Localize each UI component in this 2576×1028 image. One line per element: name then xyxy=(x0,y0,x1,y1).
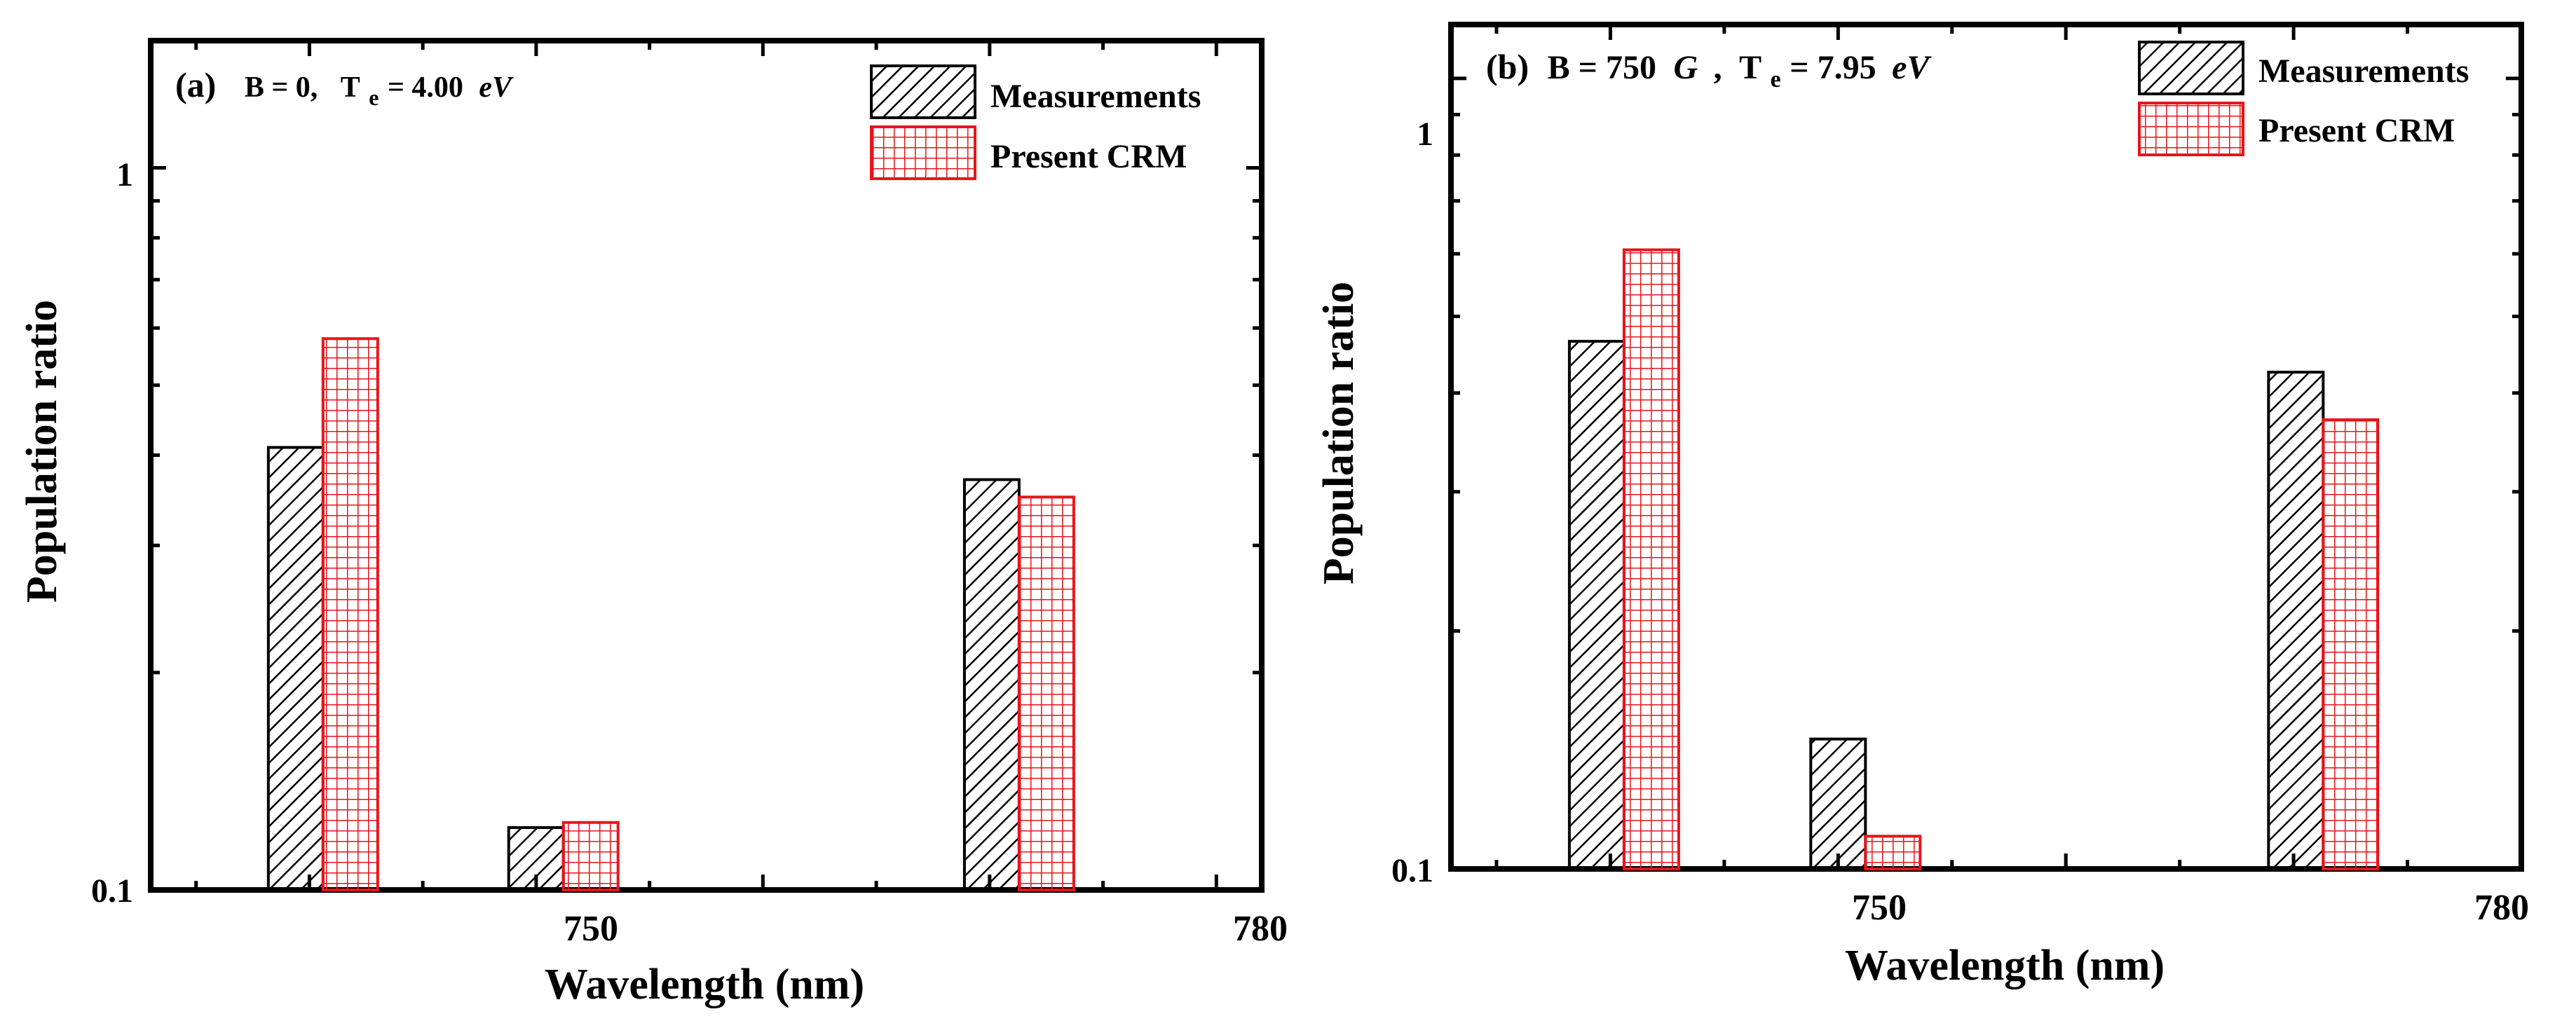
y-tick-label-1: 1 xyxy=(1417,116,1433,153)
ticks-a xyxy=(151,41,1262,892)
bar-crm-1 xyxy=(561,821,620,892)
temperature-subscript: e xyxy=(369,85,379,110)
y-tick-label-1: 1 xyxy=(116,156,133,193)
x-tick-label-780: 780 xyxy=(1233,909,1288,949)
temperature-unit: eV xyxy=(1892,49,1932,86)
field-value: B = 0, xyxy=(245,71,318,104)
legend-label-measurements: Measurements xyxy=(2258,53,2469,90)
ticks-b xyxy=(1451,25,2523,871)
bar-measurement-0 xyxy=(1567,340,1626,870)
bar-crm-0 xyxy=(1622,248,1680,871)
y-axis-label: Population ratio xyxy=(18,300,66,603)
y-tick-label-0.1: 0.1 xyxy=(1391,852,1433,889)
field-unit: G xyxy=(1673,49,1698,86)
panel-title: (a) B = 0, T e = 4.00 eV xyxy=(175,65,514,113)
plot-frame xyxy=(1448,22,2524,872)
bar-measurement-1 xyxy=(1809,737,1867,870)
panel-a: 1 0.1 750 780 Wavelength (nm) Population… xyxy=(18,38,1288,1008)
x-tick-label-780: 780 xyxy=(2474,888,2529,928)
temperature-value: = 7.95 xyxy=(1790,49,1876,86)
bar-measurement-0 xyxy=(266,446,325,891)
y-tick-label-0.1: 0.1 xyxy=(91,872,133,910)
legend-label-measurements: Measurements xyxy=(990,78,1201,115)
bars-a xyxy=(266,337,1075,892)
legend: Measurements Present CRM xyxy=(870,64,1201,180)
x-tick-label-750: 750 xyxy=(564,909,618,949)
panel-title: (b) B = 750 G , T e = 7.95 eV xyxy=(1486,47,1932,95)
legend-swatch-measurements xyxy=(2138,41,2244,95)
temperature-unit: eV xyxy=(479,71,514,104)
bars-b xyxy=(1567,248,2380,871)
panel-label: (a) xyxy=(175,65,216,104)
bar-crm-2 xyxy=(2322,418,2380,870)
x-axis-label: Wavelength (nm) xyxy=(1845,942,2165,989)
temperature-symbol: T xyxy=(341,71,360,104)
temperature-value: = 4.00 xyxy=(388,71,463,104)
plot-frame xyxy=(148,38,1265,893)
x-axis-label: Wavelength (nm) xyxy=(545,961,864,1008)
field-value: B = 750 xyxy=(1548,49,1656,86)
bar-measurement-2 xyxy=(2267,371,2325,870)
legend-swatch-measurements xyxy=(870,64,976,119)
legend-swatch-crm xyxy=(2138,102,2244,156)
bar-crm-1 xyxy=(1864,835,1922,870)
bar-measurement-2 xyxy=(962,478,1021,891)
bar-crm-2 xyxy=(1017,495,1075,891)
panel-b: 1 0.1 750 780 Wavelength (nm) Population… xyxy=(1315,22,2529,989)
panel-label: (b) xyxy=(1486,47,1529,86)
legend-label-crm: Present CRM xyxy=(990,138,1187,175)
x-tick-label-750: 750 xyxy=(1852,888,1907,928)
legend-label-crm: Present CRM xyxy=(2258,112,2455,149)
y-axis-label: Population ratio xyxy=(1315,282,1363,584)
bar-crm-0 xyxy=(321,337,379,891)
legend-swatch-crm xyxy=(870,125,976,180)
temperature-subscript: e xyxy=(1771,67,1781,92)
legend: Measurements Present CRM xyxy=(2138,41,2469,156)
temperature-symbol: T xyxy=(1739,49,1761,86)
title-comma: , xyxy=(1714,49,1722,86)
